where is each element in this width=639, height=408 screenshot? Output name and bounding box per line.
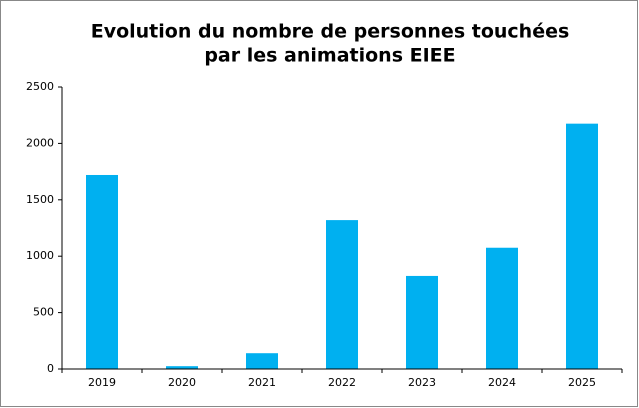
x-tick-label: 2024 xyxy=(488,376,516,389)
bar xyxy=(566,123,598,369)
bar xyxy=(486,247,518,369)
y-tick-label: 1000 xyxy=(26,249,54,262)
bar xyxy=(86,174,118,369)
y-tick-label: 1500 xyxy=(26,193,54,206)
y-tick-label: 2000 xyxy=(26,136,54,149)
y-tick-label: 2500 xyxy=(26,80,54,93)
bar xyxy=(326,220,358,369)
chart-title: par les animations EIEE xyxy=(204,45,455,67)
x-tick-label: 2025 xyxy=(568,376,596,389)
bar xyxy=(406,275,438,369)
x-tick-label: 2020 xyxy=(168,376,196,389)
x-tick-label: 2023 xyxy=(408,376,436,389)
y-tick-label: 0 xyxy=(47,362,54,375)
x-tick-label: 2019 xyxy=(88,376,116,389)
x-tick-label: 2022 xyxy=(328,376,356,389)
x-tick-label: 2021 xyxy=(248,376,276,389)
bar xyxy=(246,353,278,369)
bar xyxy=(166,366,198,369)
chart-title: Evolution du nombre de personnes touchée… xyxy=(91,21,570,43)
y-tick-label: 500 xyxy=(33,306,54,319)
